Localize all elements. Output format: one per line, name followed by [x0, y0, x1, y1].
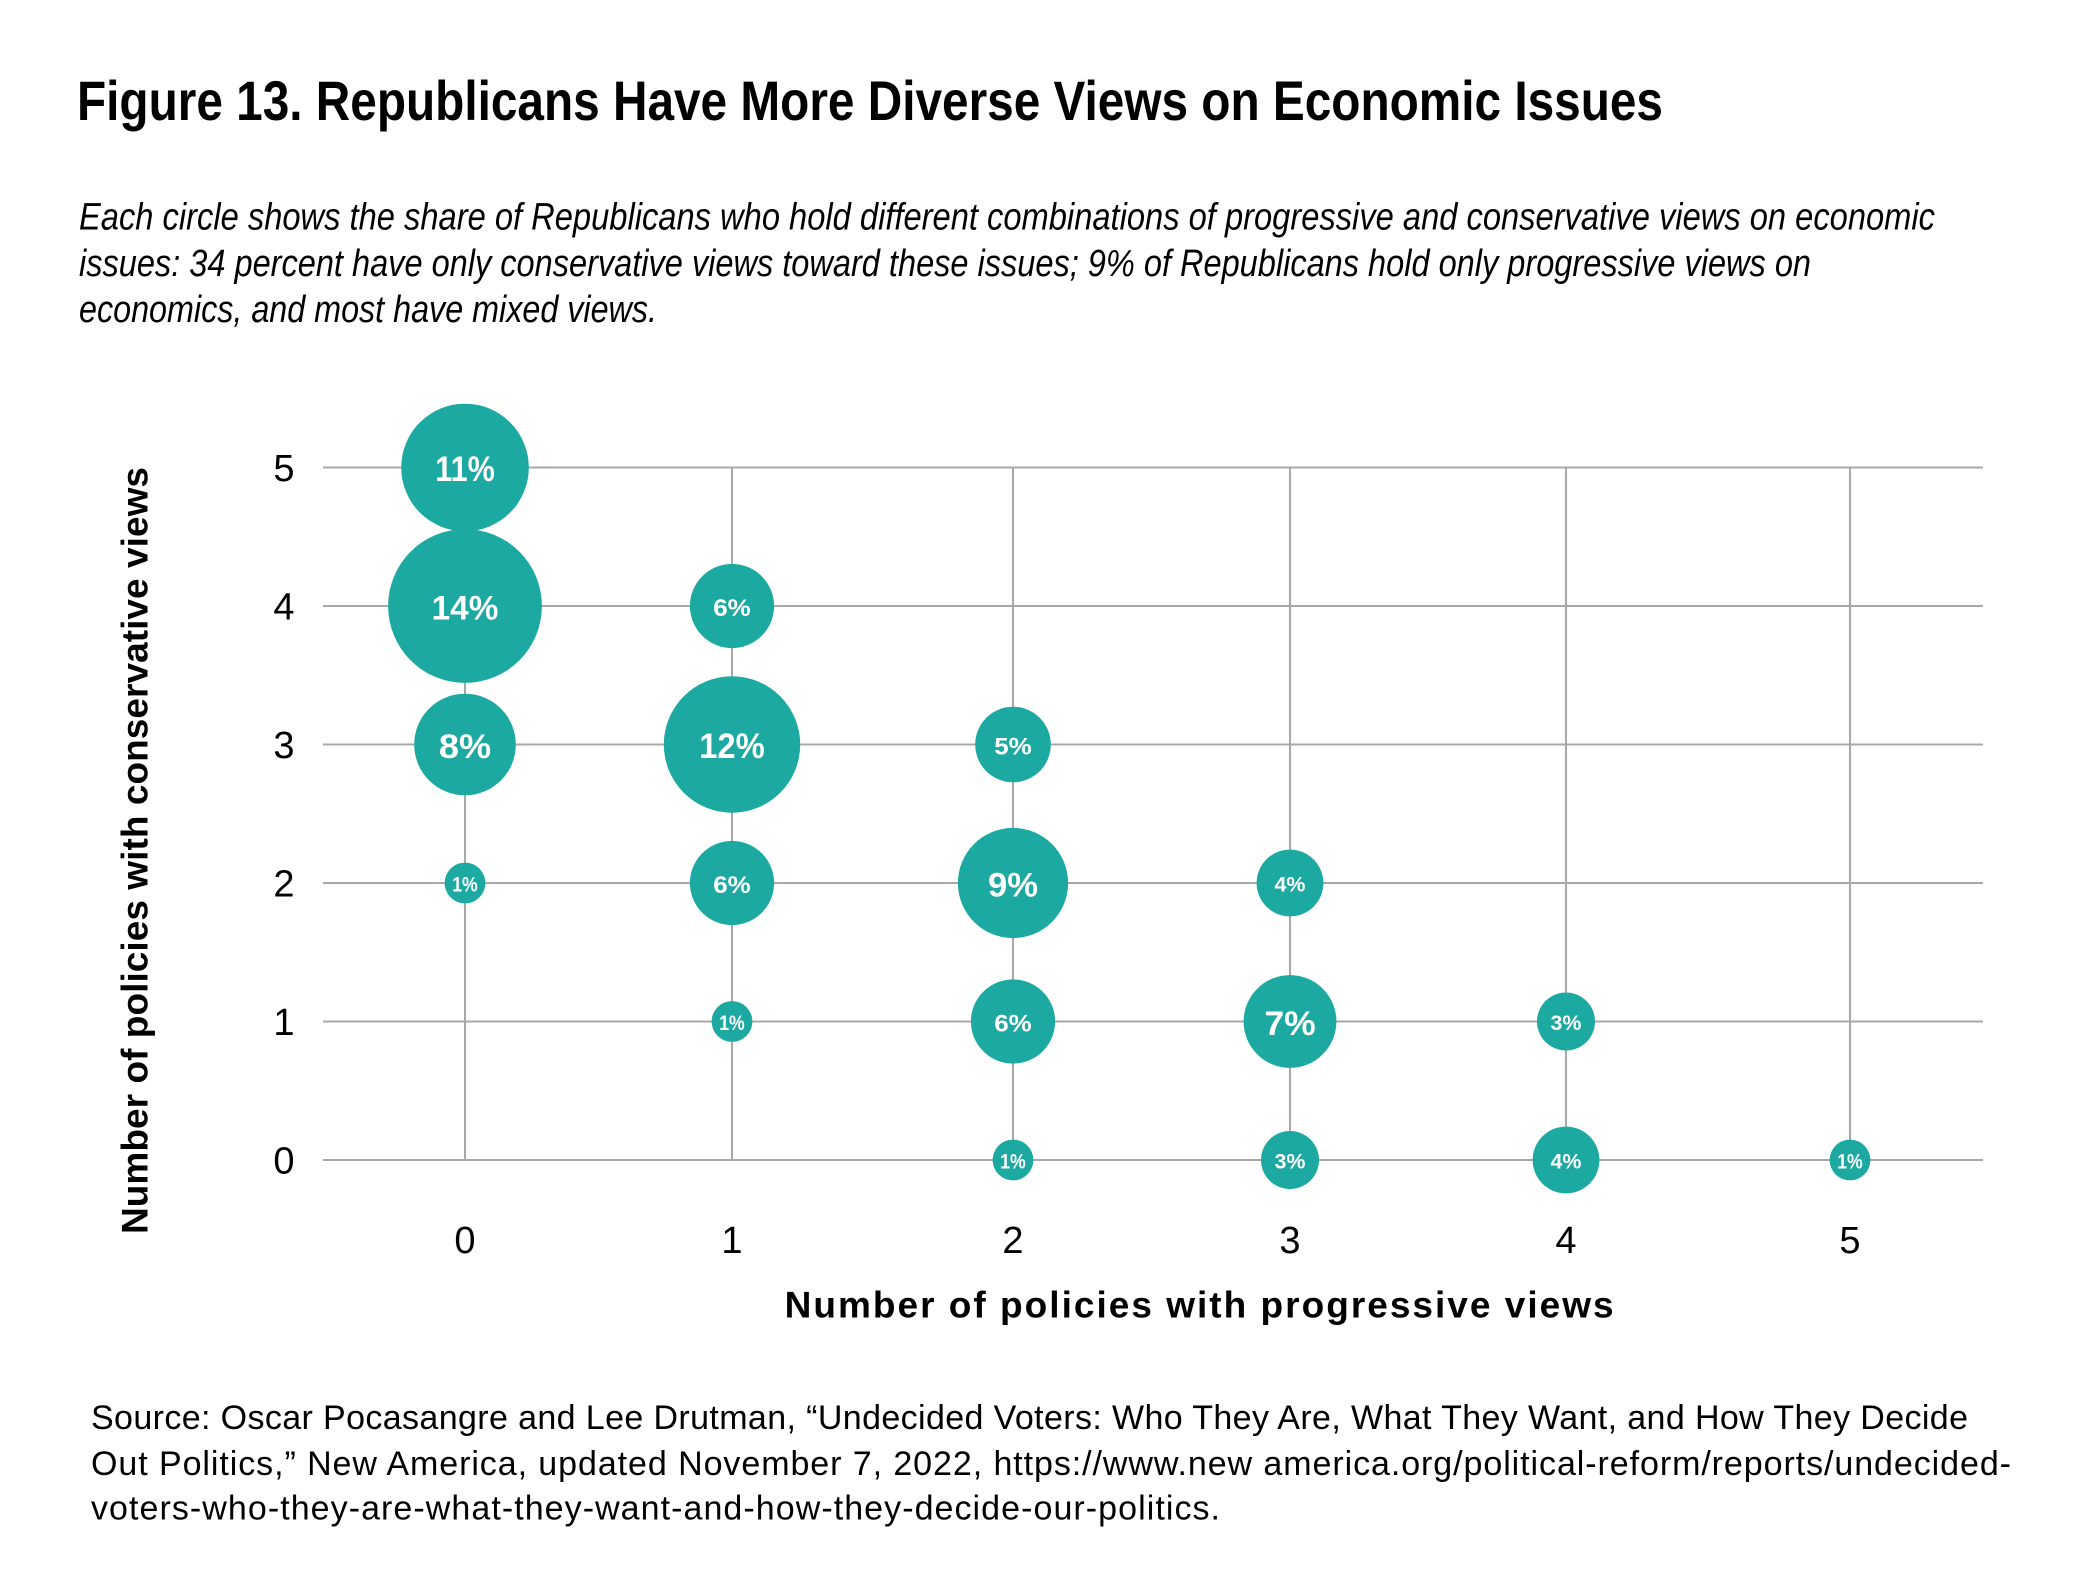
svg-text:11%: 11% — [435, 450, 495, 489]
svg-text:1: 1 — [273, 1002, 294, 1044]
svg-text:Source: Oscar Pocasangre and L: Source: Oscar Pocasangre and Lee Drutman… — [91, 1399, 1968, 1437]
svg-text:3%: 3% — [1551, 1011, 1582, 1035]
svg-text:6%: 6% — [994, 1010, 1032, 1037]
svg-text:5: 5 — [1839, 1220, 1860, 1262]
svg-text:5%: 5% — [994, 733, 1032, 760]
svg-text:1%: 1% — [719, 1011, 745, 1035]
svg-text:3: 3 — [273, 725, 294, 767]
svg-text:9%: 9% — [988, 866, 1038, 904]
svg-text:Number of policies with progre: Number of policies with progressive view… — [785, 1285, 1614, 1326]
svg-text:2: 2 — [273, 864, 294, 906]
svg-text:5: 5 — [273, 448, 294, 490]
svg-text:7%: 7% — [1264, 1005, 1315, 1043]
svg-text:12%: 12% — [699, 726, 765, 766]
svg-text:Number of policies with conser: Number of policies with conservative vie… — [115, 467, 156, 1234]
svg-text:3%: 3% — [1275, 1150, 1306, 1174]
svg-text:4%: 4% — [1551, 1150, 1582, 1174]
svg-text:Figure 13. Republicans Have Mo: Figure 13. Republicans Have More Diverse… — [77, 69, 1663, 132]
svg-text:8%: 8% — [439, 728, 491, 766]
svg-text:1: 1 — [721, 1220, 742, 1262]
svg-text:economics, and most have mixed: economics, and most have mixed views. — [79, 289, 657, 331]
svg-text:voters-who-they-are-what-they-: voters-who-they-are-what-they-want-and-h… — [91, 1490, 1220, 1528]
svg-text:6%: 6% — [713, 872, 751, 899]
svg-text:2: 2 — [1002, 1220, 1023, 1262]
svg-text:Each circle shows the share of: Each circle shows the share of Republica… — [79, 197, 1935, 239]
svg-text:1%: 1% — [1000, 1150, 1026, 1174]
svg-text:4: 4 — [273, 587, 294, 629]
svg-text:0: 0 — [273, 1141, 294, 1183]
svg-text:3: 3 — [1279, 1220, 1300, 1262]
svg-text:Out Politics,” New America, up: Out Politics,” New America, updated Nove… — [91, 1445, 2011, 1483]
svg-text:0: 0 — [454, 1220, 475, 1262]
svg-text:4%: 4% — [1275, 873, 1306, 897]
svg-text:6%: 6% — [713, 595, 751, 622]
svg-text:issues: 34 percent have only c: issues: 34 percent have only conservativ… — [79, 243, 1811, 285]
svg-text:1%: 1% — [1837, 1150, 1863, 1174]
svg-text:14%: 14% — [432, 589, 499, 627]
svg-text:4: 4 — [1555, 1220, 1576, 1262]
svg-text:1%: 1% — [452, 873, 478, 897]
